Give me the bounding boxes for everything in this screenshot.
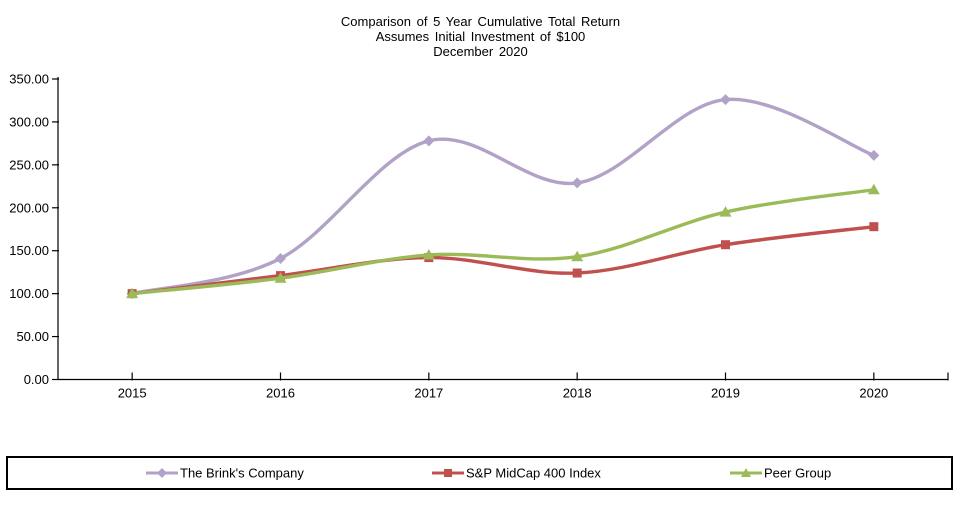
series-0-marker-diamond xyxy=(720,94,731,106)
series-line-2 xyxy=(130,188,876,296)
x-tick-label: 2015 xyxy=(118,386,147,401)
legend-diamond-swatch-icon xyxy=(146,468,178,478)
legend: The Brink's Company S&P MidCap 400 Index P… xyxy=(6,456,953,490)
y-tick-label: 50.00 xyxy=(16,329,49,344)
chart-title: Comparison of 5 Year Cumulative Total Re… xyxy=(340,14,621,29)
y-tick-label: 350.00 xyxy=(9,72,49,87)
legend-item: The Brink's Company xyxy=(146,466,304,481)
chart-title-block: Comparison of 5 Year Cumulative Total Re… xyxy=(0,14,961,59)
chart-date-line: December 2020 xyxy=(433,44,528,59)
x-tick-label: 2018 xyxy=(563,386,592,401)
chart-subtitle: Assumes Initial Investment of $100 xyxy=(375,29,586,44)
series-0-marker-diamond xyxy=(571,177,583,189)
y-tick-label: 150.00 xyxy=(9,243,49,258)
y-tick-label: 300.00 xyxy=(9,114,49,129)
series-1-marker-square xyxy=(869,222,879,232)
y-tick-label: 200.00 xyxy=(9,200,49,215)
series-2-marker-triangle xyxy=(719,206,732,217)
legend-triangle-swatch-icon xyxy=(730,468,762,477)
y-tick-label: 100.00 xyxy=(9,286,49,301)
series-2-marker-triangle xyxy=(867,183,880,195)
series-0-marker-diamond xyxy=(423,135,435,147)
series-2-marker-triangle xyxy=(126,287,139,299)
x-tick-label: 2020 xyxy=(859,386,888,401)
legend-item-label: The Brink's Company xyxy=(180,465,304,481)
x-tick-label: 2017 xyxy=(414,386,443,401)
legend-item-label: S&P MidCap 400 Index xyxy=(466,465,601,481)
y-tick-label: 0.00 xyxy=(24,372,49,387)
legend-item: S&P MidCap 400 Index xyxy=(432,466,601,481)
series-2-marker-triangle xyxy=(274,272,287,283)
series-0-marker-diamond xyxy=(868,149,880,161)
series-1-marker-square xyxy=(572,268,582,278)
legend-item: Peer Group xyxy=(730,466,831,481)
legend-item-label: Peer Group xyxy=(764,465,832,481)
series-1-marker-square xyxy=(721,240,730,250)
series-0-marker-diamond xyxy=(275,252,286,264)
plot-area: 0.00 50.00 100.00 150.00 200.00 250.00 300.00 3… xyxy=(9,72,949,401)
y-tick-label: 250.00 xyxy=(9,157,49,172)
x-tick-label: 2016 xyxy=(266,386,295,401)
legend-square-swatch-icon xyxy=(432,469,464,477)
series-line-0 xyxy=(130,97,876,296)
series-line-1 xyxy=(130,224,876,296)
x-tick-label: 2019 xyxy=(711,386,740,401)
series-2-marker-triangle xyxy=(422,249,435,260)
series-2-marker-triangle xyxy=(571,250,584,262)
